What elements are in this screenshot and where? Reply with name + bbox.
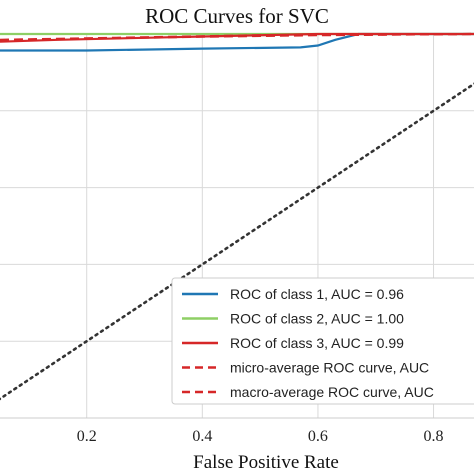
- legend-label-5: macro-average ROC curve, AUC: [230, 384, 434, 400]
- legend-label-1: ROC of class 1, AUC = 0.96: [230, 286, 404, 302]
- series-line-5: [0, 32, 474, 41]
- x-tick-label-1: 0.4: [192, 428, 212, 445]
- chart-title: ROC Curves for SVC: [145, 4, 329, 28]
- legend-label-4: micro-average ROC curve, AUC: [230, 360, 429, 376]
- x-tick-label-2: 0.6: [308, 428, 328, 445]
- x-tick-label-0: 0.2: [77, 428, 97, 445]
- x-tick-label-3: 0.8: [424, 428, 444, 445]
- legend-box: [171, 277, 474, 405]
- legend-label-3: ROC of class 3, AUC = 0.99: [230, 335, 404, 351]
- legend: ROC of class 1, AUC = 0.96 ROC of class 2…: [171, 277, 474, 405]
- legend-label-2: ROC of class 2, AUC = 1.00: [230, 311, 404, 327]
- series-layer: [0, 32, 474, 52]
- x-axis-label: False Positive Rate: [193, 452, 339, 473]
- x-tick-labels: 0.2 0.4 0.6 0.8: [77, 428, 444, 445]
- chance-diagonal-line: [0, 82, 474, 401]
